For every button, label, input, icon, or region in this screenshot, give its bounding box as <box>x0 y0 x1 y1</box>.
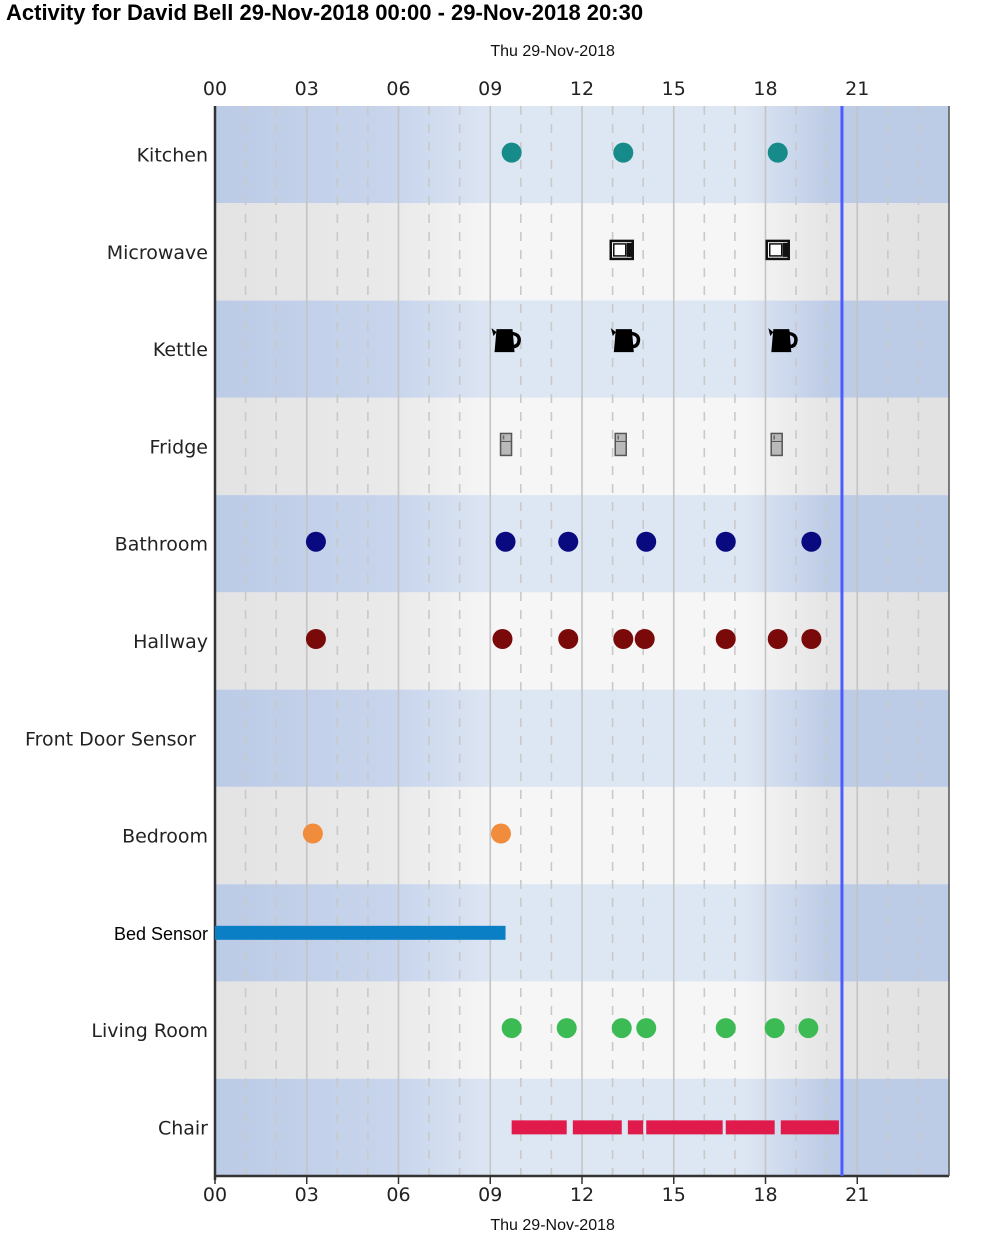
kettle-spout <box>610 328 616 337</box>
microwave-icon <box>609 239 635 261</box>
x-tick-label-bottom: 09 <box>478 1184 502 1206</box>
interval-bar <box>627 1120 644 1135</box>
kettle-body <box>494 329 515 353</box>
row-label: Front Door Sensor <box>25 728 196 750</box>
microwave-door <box>768 243 783 257</box>
kettle-handle <box>787 331 798 349</box>
kettle-spout <box>491 328 497 337</box>
x-tick-label-bottom: 18 <box>753 1184 777 1206</box>
row-label: Hallway <box>133 631 208 653</box>
fridge-icon <box>770 432 783 457</box>
event-dot <box>764 1018 785 1039</box>
chart-title: Activity for David Bell 29-Nov-2018 00:0… <box>6 0 644 25</box>
row-label: Kettle <box>153 339 208 361</box>
interval-bar <box>646 1120 723 1135</box>
row-label: Kitchen <box>137 145 208 167</box>
fridge-body <box>770 432 783 457</box>
x-tick-label-bottom: 03 <box>295 1184 319 1206</box>
event-dot <box>501 1018 522 1039</box>
event-dot <box>613 629 634 649</box>
row-label: Living Room <box>91 1020 208 1042</box>
event-dot <box>715 629 736 649</box>
interval-bar <box>780 1120 839 1135</box>
kettle-icon <box>768 328 798 353</box>
fridge-icon <box>499 432 513 457</box>
microwave-icon <box>765 239 790 261</box>
event-dot <box>801 629 822 649</box>
event-dot <box>495 531 516 552</box>
microwave-panel <box>626 242 632 257</box>
event-dot <box>558 531 579 552</box>
event-dot <box>801 531 822 552</box>
microwave-panel <box>782 242 788 257</box>
event-dot <box>798 1018 819 1039</box>
kettle-icon <box>610 328 641 353</box>
event-dot <box>715 1018 736 1039</box>
event-dot <box>636 531 657 552</box>
x-tick-label-top: 21 <box>845 78 869 100</box>
x-tick-label-top: 06 <box>386 78 410 100</box>
fridge-body <box>499 432 513 457</box>
microwave-door <box>613 243 627 257</box>
event-dot <box>767 629 788 649</box>
axes: 00 00 03 03 06 06 09 09 12 12 15 15 18 18 21 21 Thu 29-N… <box>203 43 950 1234</box>
kettle-handle <box>510 331 521 349</box>
fridge-body <box>614 432 627 457</box>
row-label: Bedroom <box>122 826 208 848</box>
event-dot <box>634 629 655 649</box>
x-tick-label-top: 09 <box>478 78 502 100</box>
event-dot <box>490 823 511 844</box>
fridge-icon <box>614 432 627 457</box>
x-tick-label-top: 18 <box>753 78 777 100</box>
x-axis-date-bottom: Thu 29-Nov-2018 <box>490 1217 615 1234</box>
event-dot <box>492 629 513 649</box>
row-label: Microwave <box>107 242 208 264</box>
interval-bar <box>725 1120 775 1135</box>
x-tick-label-bottom: 12 <box>570 1184 594 1206</box>
x-tick-label-bottom: 06 <box>386 1184 410 1206</box>
row-label: Fridge <box>150 436 208 458</box>
interval-bar <box>572 1120 622 1135</box>
event-dot <box>611 1018 632 1039</box>
x-tick-label-bottom: 00 <box>203 1184 227 1206</box>
kettle-icon <box>491 328 521 353</box>
event-dot <box>302 823 323 844</box>
x-tick-label-bottom: 15 <box>662 1184 686 1206</box>
x-axis-date-top: Thu 29-Nov-2018 <box>490 43 615 60</box>
event-dot <box>613 142 634 163</box>
interval-bar <box>215 925 506 940</box>
x-tick-label-top: 12 <box>570 78 594 100</box>
row-label: Bathroom <box>115 534 208 556</box>
row-label: Bed Sensor <box>114 924 208 944</box>
x-tick-label-top: 15 <box>662 78 686 100</box>
kettle-body <box>613 329 634 353</box>
event-dot <box>558 629 579 649</box>
event-dot <box>715 531 736 552</box>
event-dot <box>501 142 522 163</box>
x-tick-label-bottom: 21 <box>845 1184 869 1206</box>
row-labels: Kitchen Microwave Kettle Fridge Bathroom Hall… <box>25 145 208 1140</box>
x-tick-label-top: 03 <box>295 78 319 100</box>
event-dot <box>636 1018 657 1039</box>
event-dot <box>556 1018 577 1039</box>
interval-bar <box>511 1120 567 1135</box>
kettle-handle <box>629 331 641 349</box>
kettle-spout <box>768 328 774 337</box>
row-label: Chair <box>158 1117 208 1139</box>
kettle-body <box>771 329 792 353</box>
event-dot <box>305 629 326 649</box>
event-dot <box>305 531 326 552</box>
event-marks <box>215 142 839 1135</box>
event-dot <box>767 142 788 163</box>
x-tick-label-top: 00 <box>203 78 227 100</box>
